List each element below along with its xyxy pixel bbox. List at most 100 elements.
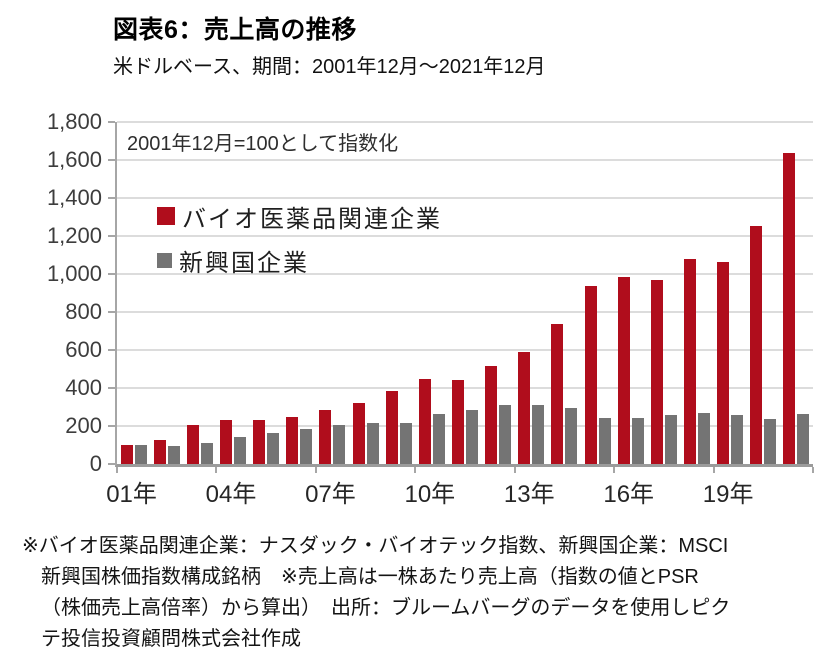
bar-emerging-2021 — [797, 413, 810, 464]
bar-emerging-2002 — [167, 445, 180, 464]
x-axis-tick — [812, 467, 814, 473]
x-axis-tick-label: 16年 — [603, 481, 655, 508]
bar-emerging-2012 — [499, 405, 512, 464]
chart-title: 図表6：売上高の推移 — [113, 16, 357, 44]
x-axis-tick-label: 07年 — [305, 481, 356, 508]
bar-emerging-2003 — [200, 443, 213, 464]
bar-bio-2013 — [518, 351, 531, 464]
bar-bio-2010 — [418, 378, 431, 464]
y-axis-tick — [108, 387, 115, 389]
footnote-line: （株価売上高倍率）から算出） 出所：ブルームバーグのデータを使用しピク — [41, 597, 731, 619]
y-axis-tick-label: 1,000 — [46, 261, 102, 286]
legend-item-bio: バイオ医薬品関連企業 — [157, 194, 442, 238]
bar-bio-2012 — [485, 366, 498, 464]
legend-label-bio: バイオ医薬品関連企業 — [182, 205, 442, 233]
gridline — [117, 311, 813, 313]
y-axis-tick-label: 600 — [65, 337, 102, 362]
bar-bio-2015 — [584, 286, 597, 464]
bar-bio-2021 — [783, 153, 796, 464]
bar-bio-2019 — [717, 261, 730, 464]
legend: バイオ医薬品関連企業 新興国企業 — [157, 194, 442, 282]
bar-bio-2006 — [286, 416, 299, 464]
x-axis-tick-label: 04年 — [205, 481, 257, 508]
bar-emerging-2020 — [764, 419, 777, 464]
x-axis-tick-label: 13年 — [503, 481, 555, 508]
footnote: ※バイオ医薬品関連企業：ナスダック・バイオテック指数、新興国企業：MSCI 新興… — [0, 531, 812, 655]
y-axis-tick — [108, 349, 115, 351]
y-axis-tick-label: 1,400 — [46, 185, 102, 210]
bar-bio-2009 — [385, 390, 398, 464]
x-axis-tick-label: 01年 — [106, 481, 157, 508]
bar-bio-2003 — [186, 425, 199, 464]
bar-bio-2016 — [617, 276, 630, 464]
gridline — [117, 159, 813, 161]
plot-area: 2001年12月=100として指数化 バイオ医薬品関連企業 新興国企業 — [108, 121, 814, 473]
y-axis-tick — [108, 121, 115, 123]
bar-emerging-2017 — [664, 414, 677, 464]
y-axis-tick-label: 1,800 — [46, 109, 102, 134]
legend-label-emerging: 新興国企業 — [179, 249, 309, 277]
bar-emerging-2007 — [333, 425, 346, 464]
x-axis-tick — [314, 467, 317, 473]
index-annotation: 2001年12月=100として指数化 — [127, 133, 399, 155]
chart-subtitle: 米ドルベース、期間：2001年12月～2021年12月 — [113, 56, 546, 78]
y-axis-tick — [108, 159, 115, 161]
y-axis-tick-label: 1,200 — [46, 223, 102, 248]
legend-swatch-emerging-icon — [157, 252, 172, 268]
y-axis-tick-label: 800 — [65, 299, 102, 324]
bar-bio-2002 — [153, 440, 166, 464]
bar-emerging-2009 — [399, 423, 412, 464]
bar-emerging-2008 — [366, 423, 379, 464]
y-axis-tick — [108, 197, 115, 199]
bar-emerging-2005 — [267, 432, 280, 464]
bar-emerging-2006 — [300, 428, 313, 464]
bar-emerging-2016 — [631, 418, 644, 464]
bar-emerging-2015 — [598, 418, 611, 464]
bar-emerging-2010 — [432, 413, 445, 464]
x-axis-tick — [513, 467, 516, 473]
bar-bio-2008 — [352, 403, 365, 464]
x-axis-tick — [414, 467, 417, 473]
bar-bio-2011 — [452, 380, 464, 464]
gridline — [117, 349, 813, 351]
bar-emerging-2013 — [532, 405, 545, 464]
bar-bio-2020 — [750, 225, 763, 464]
bar-bio-2005 — [253, 420, 266, 464]
footnote-line: テ投信投資顧問株式会社作成 — [41, 628, 301, 650]
y-axis-tick-label: 200 — [65, 413, 102, 438]
bar-emerging-2001 — [134, 445, 147, 464]
legend-swatch-bio-icon — [157, 207, 175, 225]
gridline — [117, 235, 813, 237]
gridline — [117, 387, 813, 389]
bar-bio-2018 — [684, 258, 696, 464]
legend-item-emerging: 新興国企業 — [157, 238, 442, 282]
bar-bio-2007 — [319, 409, 332, 464]
y-axis-tick — [108, 273, 115, 275]
bar-bio-2017 — [650, 279, 663, 464]
footnote-line: ※バイオ医薬品関連企業：ナスダック・バイオテック指数、新興国企業：MSCI — [22, 535, 729, 557]
bar-emerging-2018 — [698, 412, 710, 464]
y-axis-tick-label: 400 — [65, 375, 102, 400]
bar-emerging-2011 — [466, 409, 478, 464]
y-axis-tick — [108, 311, 115, 313]
x-axis-tick-label: 19年 — [702, 481, 754, 508]
y-axis-tick — [108, 425, 115, 427]
footnote-line: 新興国株価指数構成銘柄 ※売上高は一株あたり売上高（指数の値とPSR — [41, 566, 699, 588]
bar-bio-2001 — [120, 445, 133, 464]
gridline — [117, 121, 813, 123]
bar-emerging-2019 — [731, 414, 744, 464]
y-axis-tick — [108, 235, 115, 237]
x-axis-tick — [116, 467, 118, 473]
bar-emerging-2014 — [565, 407, 578, 464]
x-axis-tick — [613, 467, 616, 473]
x-axis-tick — [712, 467, 715, 473]
y-axis-tick-label: 1,600 — [46, 147, 102, 172]
y-axis-tick — [108, 463, 115, 465]
y-axis-tick-label: 0 — [89, 451, 102, 476]
gridline — [117, 425, 813, 427]
bar-bio-2014 — [551, 324, 564, 464]
gridline — [117, 197, 813, 199]
bar-bio-2004 — [220, 420, 232, 464]
bar-emerging-2004 — [234, 437, 246, 464]
